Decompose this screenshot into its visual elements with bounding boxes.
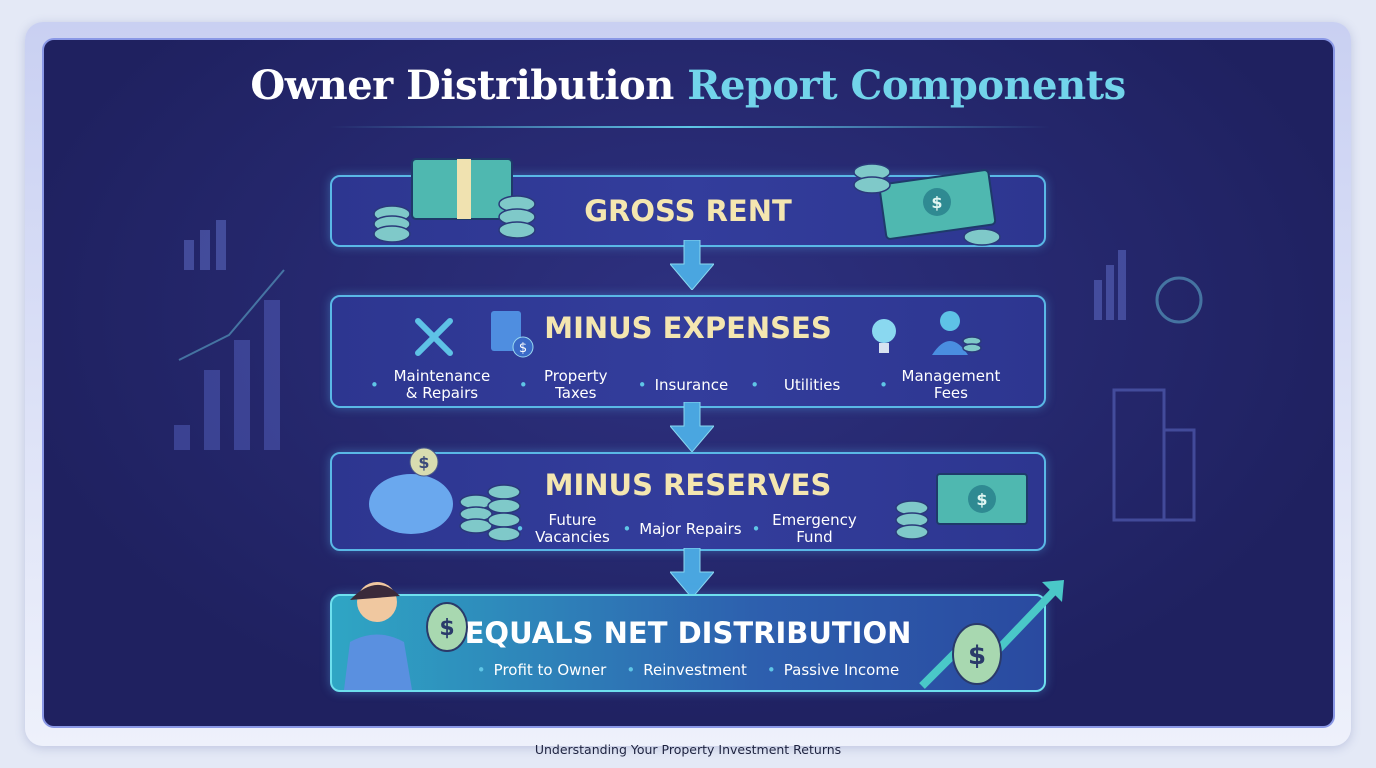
title-divider [330,126,1050,128]
item-label: Property Taxes [544,367,608,402]
svg-text:$: $ [976,490,987,509]
reserve-items: • Future Vacancies • Major Repairs • Emerge… [332,512,1044,546]
item-label: Utilities [783,375,841,394]
item-label: Major Repairs [639,519,742,538]
list-item: • Utilities [750,368,857,402]
wrench-screwdriver-icon [415,318,453,356]
step-minus-expenses: MINUS EXPENSES $ • Maintenance & Repairs … [330,295,1046,408]
building-icon [1094,250,1203,522]
coin-stack-icon [373,195,536,243]
item-label: Reinvestment [643,661,747,679]
list-item: • Reinvestment [626,661,747,679]
svg-text:$: $ [519,341,527,356]
piggy-bank-icon: $ [369,447,521,542]
tax-document-icon: $ [491,311,534,358]
person-icon: $ [344,582,468,690]
svg-text:$: $ [439,616,454,641]
item-label: Management Fees [901,367,1001,402]
bar-chart-icon [174,220,285,450]
money-bag-icon: $ [426,602,468,652]
list-item: • Passive Income [766,661,900,679]
page-title: Owner Distribution Report Components [0,62,1376,109]
item-label: Emergency Fund [772,511,857,546]
title-part2: Report Components [687,62,1126,109]
title-part1: Owner Distribution [250,62,674,109]
item-label: Maintenance & Repairs [393,367,491,402]
cash-bill-icon: $ [853,163,1001,246]
svg-text:$: $ [968,641,986,671]
svg-text:$: $ [931,193,942,212]
cash-bill-icon: $ [895,473,1028,540]
list-item: • Major Repairs [622,519,742,538]
svg-text:$: $ [418,453,429,472]
list-item: • Insurance [637,375,729,394]
caption: Understanding Your Property Investment R… [534,742,842,757]
growth-arrow-icon: $ [919,580,1064,689]
net-items: • Profit to Owner • Reinvestment • Passive … [332,662,1044,679]
down-arrow-icon [670,548,714,598]
lightbulb-icon [872,319,896,353]
down-arrow-icon [670,402,714,452]
list-item: • Emergency Fund [752,512,861,546]
item-label: Future Vacancies [535,511,610,546]
down-arrow-icon [670,240,714,290]
step-net-distribution: EQUALS NET DISTRIBUTION $ $ • Profit to O… [330,580,1064,692]
item-label: Insurance [654,375,729,394]
manager-icon [932,311,982,355]
money-stack-icon [373,158,536,243]
step-heading: GROSS RENT [584,194,792,228]
item-label: Passive Income [783,661,900,679]
list-item: • Management Fees [879,368,1006,402]
list-item: • Property Taxes [519,368,616,402]
item-label: Profit to Owner [493,661,607,679]
step-minus-reserves: MINUS RESERVES $ $ • Future Vacancies • Ma… [330,447,1046,551]
step-gross-rent: GROSS RENT $ [330,158,1046,247]
list-item: • Profit to Owner [476,661,607,679]
step-heading: EQUALS NET DISTRIBUTION [464,616,912,650]
list-item: • Future Vacancies [516,512,613,546]
step-heading: MINUS EXPENSES [544,311,832,345]
step-heading: MINUS RESERVES [544,468,832,502]
list-item: • Maintenance & Repairs [370,368,497,402]
expense-items: • Maintenance & Repairs • Property Taxes •… [332,368,1044,402]
